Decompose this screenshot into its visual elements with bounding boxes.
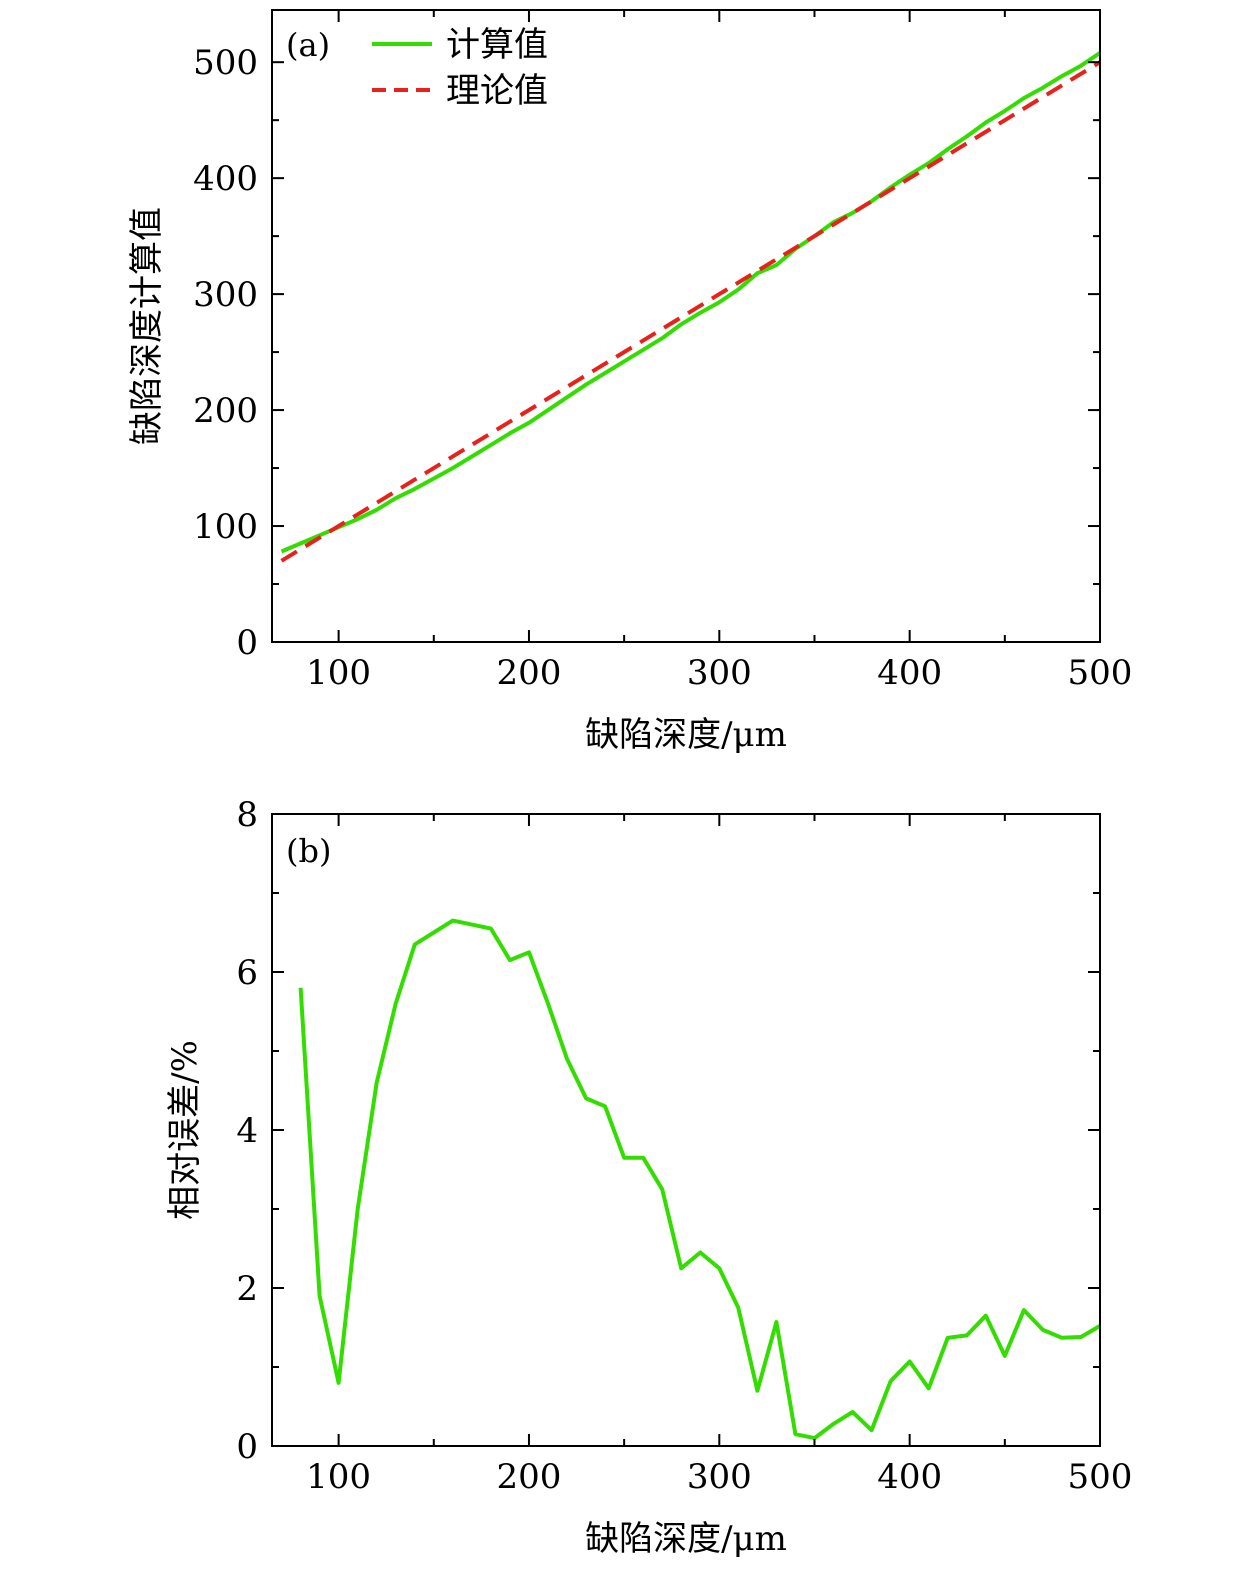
panel-a-y-tick-label: 300 [193, 275, 258, 315]
panel-b-y-tick-label: 0 [236, 1427, 258, 1467]
panel-b: 100 200 300 400 500 0 2 4 6 8 (b) 缺陷深度/μm 相对误差/% [165, 795, 1132, 1559]
panel-b-x-tick-label: 300 [687, 1457, 752, 1497]
panel-a-x-tick-label: 500 [1068, 653, 1133, 693]
panel-a-series-calculated-line [280, 51, 1102, 554]
panel-a-x-tick-label: 100 [306, 653, 371, 693]
panel-b-x-tick-label: 200 [497, 1457, 562, 1497]
panel-a-y-tick-label: 200 [193, 391, 258, 431]
panel-b-x-axis-title: 缺陷深度/μm [585, 1519, 787, 1559]
panel-a-series-theoretical-line [280, 60, 1102, 563]
panel-b-label: (b) [286, 832, 331, 870]
legend: 计算值 理论值 [372, 25, 548, 111]
panel-b-x-tick-label: 100 [306, 1457, 371, 1497]
panel-a-y-tick-label: 100 [193, 507, 258, 547]
panel-a: 100 200 300 400 500 0 100 200 300 400 500 (a) 计算值 … [127, 9, 1132, 755]
panel-b-y-tick-label: 8 [236, 795, 258, 835]
panel-a-x-tick-label: 300 [687, 653, 752, 693]
panel-a-label: (a) [286, 26, 330, 64]
panel-b-series-calculated-line [298, 918, 1102, 1441]
panel-b-ticks: 100 200 300 400 500 0 2 4 6 8 [236, 795, 1132, 1497]
panel-a-ticks: 100 200 300 400 500 0 100 200 300 400 500 [193, 10, 1132, 693]
panel-b-plot-frame [271, 813, 1101, 1447]
panel-b-y-tick-label: 4 [236, 1111, 258, 1151]
panel-b-y-axis-title: 相对误差/% [165, 1040, 205, 1220]
panel-a-x-tick-label: 200 [497, 653, 562, 693]
panel-b-x-tick-label: 500 [1068, 1457, 1133, 1497]
panel-a-y-tick-label: 400 [193, 159, 258, 199]
panel-a-y-tick-label: 0 [236, 623, 258, 663]
panel-b-series [298, 918, 1102, 1441]
panel-a-x-axis-title: 缺陷深度/μm [585, 715, 787, 755]
panel-b-x-tick-label: 400 [877, 1457, 942, 1497]
panel-a-x-tick-label: 400 [877, 653, 942, 693]
legend-label-theoretical: 理论值 [446, 71, 548, 111]
legend-label-calculated: 计算值 [446, 25, 548, 65]
panel-b-y-tick-label: 2 [236, 1269, 258, 1309]
panel-a-y-axis-title: 缺陷深度计算值 [127, 207, 167, 445]
panel-a-plot-frame [271, 9, 1101, 643]
panel-b-y-tick-label: 6 [236, 953, 258, 993]
panel-a-series [280, 51, 1102, 563]
panel-a-y-tick-label: 500 [193, 43, 258, 83]
